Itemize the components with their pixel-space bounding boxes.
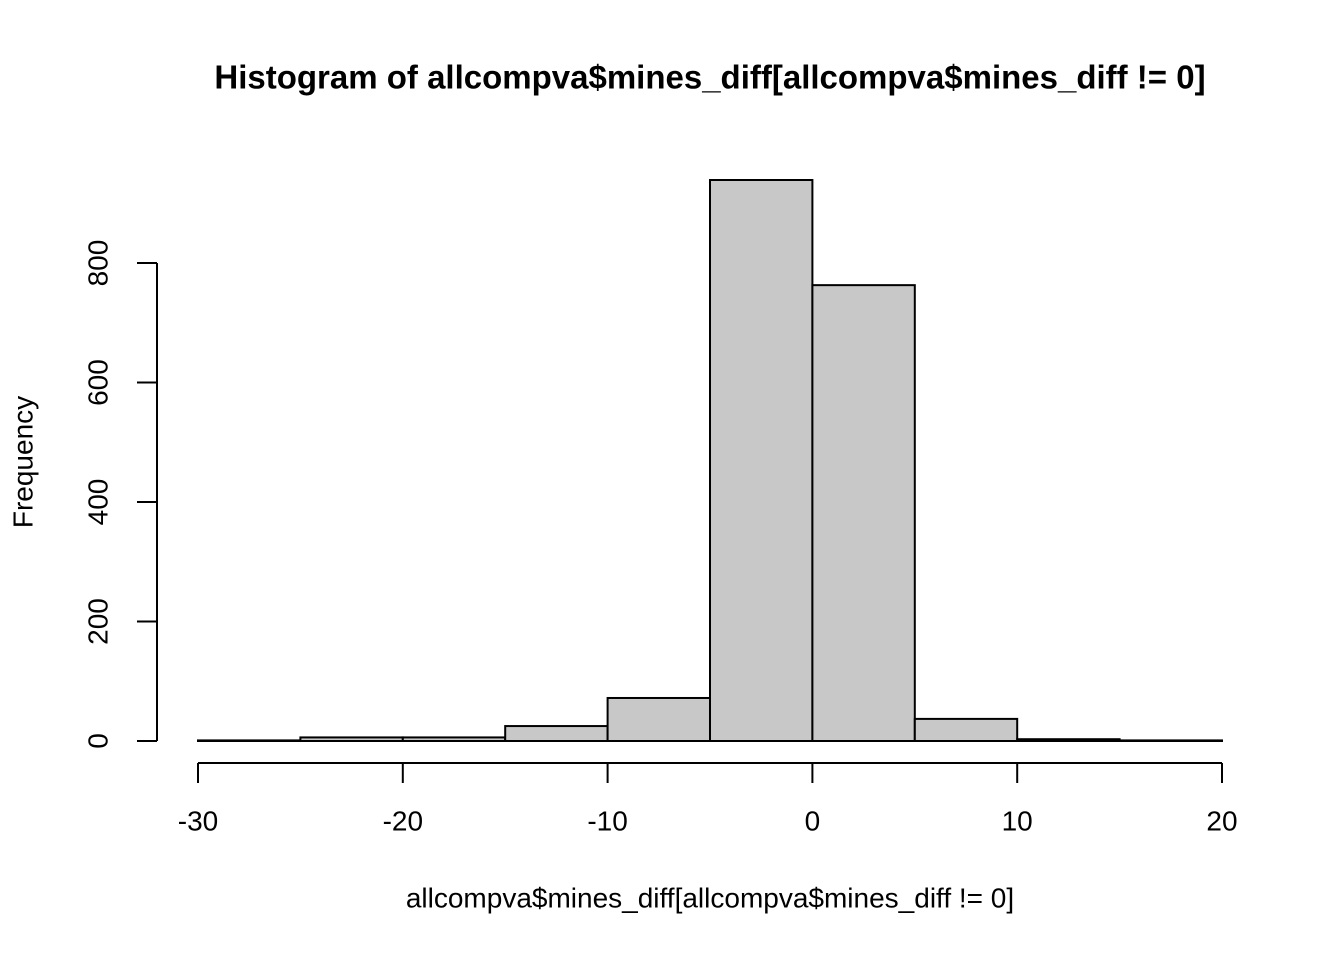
bar [811,284,916,742]
y-tick-label: 800 [82,240,113,287]
chart-title: Histogram of allcompva$mines_diff[allcom… [214,59,1205,96]
bar [401,736,507,743]
x-tick-label: 20 [1206,805,1237,836]
y-tick-label: 400 [82,479,113,526]
bar [197,739,302,742]
bar [606,696,711,742]
bar [504,725,609,743]
x-tick-label: -30 [178,805,218,836]
x-tick-label: -10 [587,805,627,836]
y-tick-label: 200 [82,598,113,645]
y-axis-label: Frequency [7,396,38,528]
x-tick-label: -20 [383,805,423,836]
x-axis-label: allcompva$mines_diff[allcompva$mines_dif… [406,882,1014,913]
bar [1016,738,1121,742]
bar [709,179,814,742]
bar [913,717,1019,743]
x-tick-label: 10 [1002,805,1033,836]
y-tick-label: 0 [82,733,113,749]
x-tick-label: 0 [805,805,821,836]
bar [1118,739,1223,742]
bar [299,736,404,743]
y-tick-label: 600 [82,359,113,406]
